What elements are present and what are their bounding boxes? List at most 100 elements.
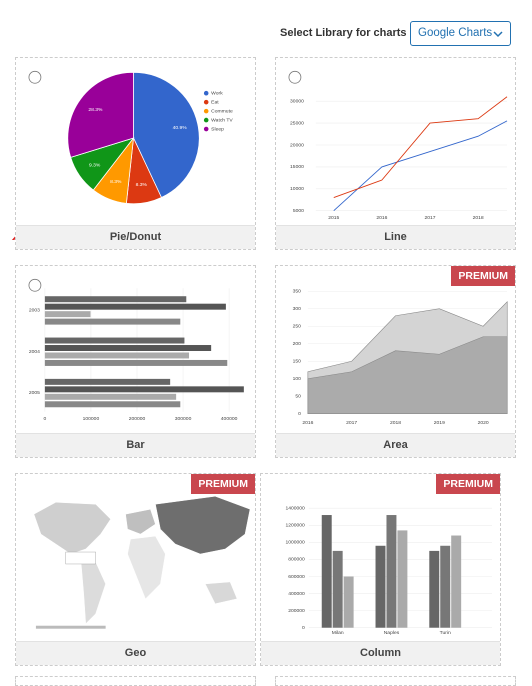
bar xyxy=(44,318,181,325)
chart-option-card[interactable]: 0 100000 200000 300000 400000 2003 2004 2005 Bar xyxy=(15,265,256,458)
bar xyxy=(44,345,212,351)
bar xyxy=(44,359,228,366)
library-label: Select Library for charts xyxy=(280,27,407,39)
bar xyxy=(321,515,332,628)
chart-thumbnail: 40.9% Work 8.3% Eat 8.3% Commute 9.3% Watch TV 2… xyxy=(28,70,233,205)
x-tick-label: 100000 xyxy=(83,416,100,422)
chart-option-card[interactable]: 0 50 100 150 200 250 300 350 2016 2017 2018 2019 202… xyxy=(275,265,516,458)
legend-swatch xyxy=(203,99,209,105)
legend-label: Eat xyxy=(211,99,219,105)
library-dropdown[interactable]: Google Charts xyxy=(410,21,511,46)
y-tick-label: 2003 xyxy=(29,307,40,313)
card-title: Area xyxy=(276,433,515,457)
x-tick-label: Naples xyxy=(384,630,400,636)
map-region xyxy=(125,508,156,535)
x-tick-label: 200000 xyxy=(129,416,146,422)
chart-option-card[interactable]: Geo PREMIUM xyxy=(15,473,256,666)
chart-thumbnail: 0 50 100 150 200 250 300 350 2016 2017 2018 2019 202… xyxy=(293,289,508,426)
y-tick-label: 100 xyxy=(293,376,302,382)
chart-thumbnail xyxy=(33,496,251,629)
premium-badge: PREMIUM xyxy=(451,266,515,286)
bar xyxy=(44,352,190,359)
bar xyxy=(44,393,177,400)
bar xyxy=(386,515,397,628)
chart-thumbnail: 0 100000 200000 300000 400000 2003 2004 2005 xyxy=(28,278,244,422)
x-tick-label: 2017 xyxy=(424,215,435,221)
bar xyxy=(44,378,171,385)
y-tick-label: 30000 xyxy=(290,98,304,104)
map-tooltip xyxy=(65,551,96,565)
slice-label: 9.3% xyxy=(89,162,101,168)
x-tick-label: 300000 xyxy=(175,416,192,422)
x-tick-label: 2016 xyxy=(302,420,313,426)
y-tick-label: 300 xyxy=(293,306,302,312)
legend-swatch xyxy=(203,126,209,132)
x-tick-label: Milan xyxy=(332,630,344,636)
y-tick-label: 250 xyxy=(293,324,302,330)
x-tick-label: 2018 xyxy=(473,215,484,221)
y-tick-label: 0 xyxy=(298,411,301,417)
slice-label: 40.9% xyxy=(173,125,188,131)
chart-option-card[interactable]: 5000 10000 15000 20000 25000 30000 2015 2016 201… xyxy=(275,57,516,250)
legend-label: Work xyxy=(211,91,223,97)
map-region xyxy=(155,496,251,555)
map-region xyxy=(33,501,111,555)
x-tick-label: Turin xyxy=(440,630,451,636)
x-tick-label: 2020 xyxy=(478,420,489,426)
y-tick-label: 50 xyxy=(295,394,301,400)
map-region xyxy=(127,535,166,600)
y-tick-label: 400000 xyxy=(288,591,305,597)
y-tick-label: 200000 xyxy=(288,608,305,614)
line-series xyxy=(333,96,508,198)
card-title: Geo xyxy=(16,641,255,665)
next-card xyxy=(15,676,256,686)
y-tick-label: 2004 xyxy=(29,349,40,355)
card-title: Pie/Donut xyxy=(16,225,255,249)
bar xyxy=(451,535,462,628)
area-series xyxy=(307,336,508,415)
bar xyxy=(332,550,343,628)
y-tick-label: 10000 xyxy=(290,186,304,192)
slice-label: 8.3% xyxy=(110,179,122,185)
chart-thumbnail: 5000 10000 15000 20000 25000 30000 2015 2016 201… xyxy=(288,70,508,221)
y-tick-label: 600000 xyxy=(288,574,305,580)
y-tick-label: 0 xyxy=(302,625,305,631)
map-region xyxy=(204,581,238,605)
bar xyxy=(44,386,244,393)
next-card xyxy=(275,676,516,686)
bar xyxy=(44,311,91,318)
bar xyxy=(440,545,451,628)
card-title: Column xyxy=(261,641,500,665)
chart-thumbnail: 0 200000 400000 600000 800000 1000000 1200000 1… xyxy=(285,506,493,636)
radio-button xyxy=(28,278,42,292)
y-tick-label: 1200000 xyxy=(285,523,305,529)
y-tick-label: 150 xyxy=(293,359,302,365)
chevron xyxy=(493,31,503,38)
bar xyxy=(429,550,440,628)
x-tick-label: 2018 xyxy=(390,420,401,426)
x-tick-label: 2016 xyxy=(376,215,387,221)
chart-option-card[interactable]: 40.9% Work 8.3% Eat 8.3% Commute 9.3% Watch TV 2… xyxy=(15,57,256,250)
y-tick-label: 5000 xyxy=(293,208,304,214)
x-tick-label: 2017 xyxy=(346,420,357,426)
premium-badge: PREMIUM xyxy=(191,474,255,494)
legend-label: Watch TV xyxy=(211,117,233,123)
y-tick-label: 800000 xyxy=(288,557,305,563)
bar xyxy=(44,296,187,303)
bar xyxy=(44,303,226,310)
radio-button xyxy=(28,70,42,84)
x-tick-label: 0 xyxy=(43,416,46,422)
bar xyxy=(343,576,354,628)
bar xyxy=(375,545,386,628)
radio-button xyxy=(288,70,302,84)
legend-swatch xyxy=(203,108,209,114)
y-tick-label: 1000000 xyxy=(285,540,305,546)
x-tick-label: 2019 xyxy=(434,420,445,426)
bar xyxy=(44,337,185,344)
y-tick-label: 2005 xyxy=(29,390,40,396)
chart-option-card[interactable]: 0 200000 400000 600000 800000 1000000 1200000 1… xyxy=(260,473,501,666)
premium-badge: PREMIUM xyxy=(436,474,500,494)
card-title: Line xyxy=(276,225,515,249)
slice-label: 8.3% xyxy=(136,182,148,188)
